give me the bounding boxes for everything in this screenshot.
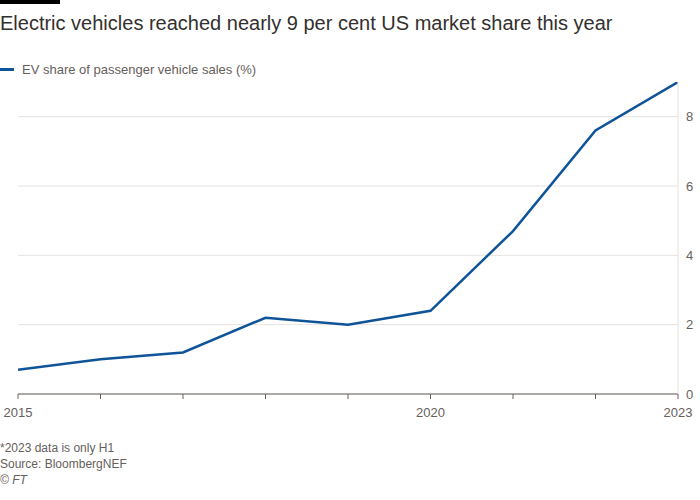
html-text:Electric vehicles reached near: Electric vehicles reached nearly 9 per c… <box>0 12 613 34</box>
svg-text:2023: 2023 <box>664 405 693 420</box>
svg-text:4: 4 <box>686 248 693 263</box>
html-text:*2023 data is only H1: *2023 data is only H1 <box>0 441 115 455</box>
svg-text:8: 8 <box>686 109 693 124</box>
svg-text:2015: 2015 <box>4 405 33 420</box>
svg-text:2020: 2020 <box>416 405 445 420</box>
html-text:© FT: © FT <box>0 473 27 487</box>
svg-text:6: 6 <box>686 179 693 194</box>
html-text:EV share of passenger vehicle: EV share of passenger vehicle sales (%) <box>22 61 257 77</box>
html-text:Source: BloombergNEF: Source: BloombergNEF <box>0 457 127 471</box>
svg-text:0: 0 <box>686 387 693 402</box>
svg-text:2: 2 <box>686 317 693 332</box>
